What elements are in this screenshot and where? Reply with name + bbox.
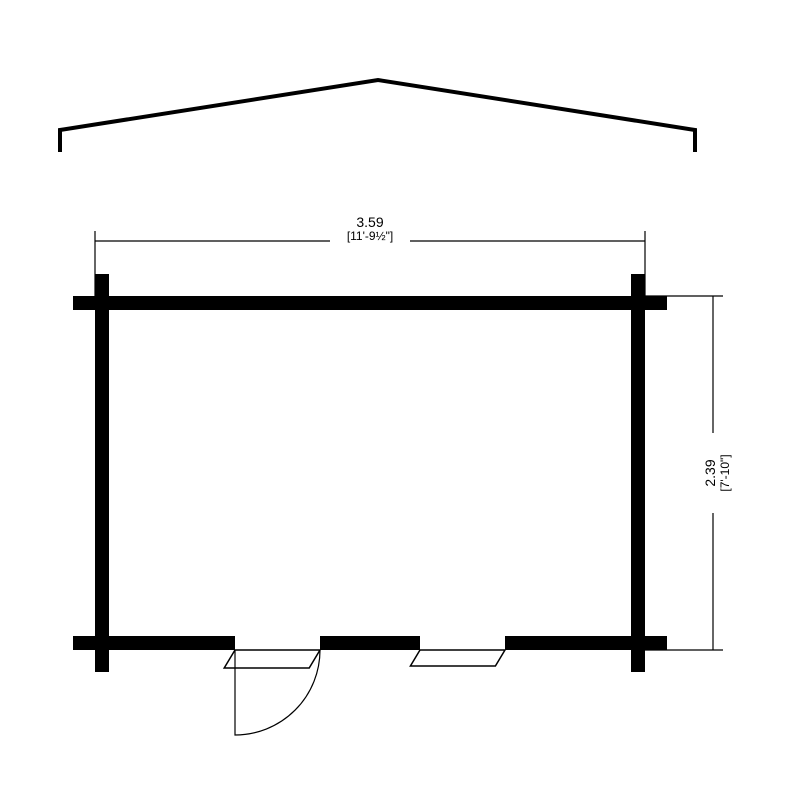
wall-left [95,274,109,672]
roof-profile [60,80,695,150]
dim-depth-imperial: [7'-10"] [718,454,732,491]
door-sill [224,650,320,668]
dim-width-metric: 3.59 [356,214,383,230]
wall-bottom-mid [320,636,420,650]
wall-right [631,274,645,672]
dim-width-imperial: [11'-9½"] [347,229,393,243]
wall-top [73,296,667,310]
dim-depth-metric: 2.39 [702,459,718,486]
floor-plan-diagram: 3.59[11'-9½"] 2.39[7'-10"] [0,0,800,800]
window-sill [410,650,505,666]
